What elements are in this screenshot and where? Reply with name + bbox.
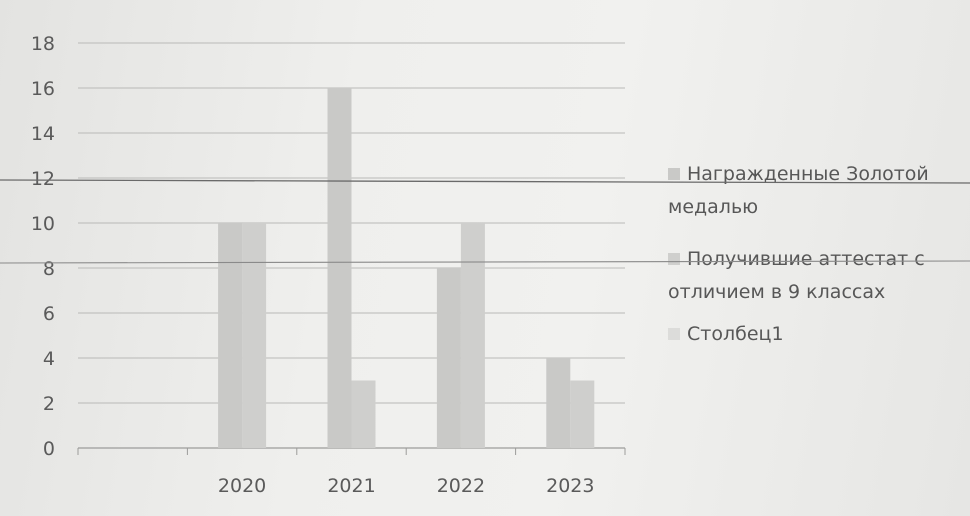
y-tick-label: 8 — [43, 258, 55, 280]
x-axis-tick-labels: 2020 2021 2022 2023 — [218, 475, 595, 497]
bar-gold-medal-2023 — [546, 358, 571, 448]
y-axis-tick-labels: 0 2 4 6 8 10 12 14 16 18 — [31, 33, 55, 460]
bar-honors-certificate-2020 — [242, 223, 267, 448]
y-tick-label: 12 — [31, 168, 55, 190]
y-tick-label: 18 — [31, 33, 55, 55]
legend-swatch — [668, 168, 680, 180]
bar-gold-medal-2020 — [218, 223, 243, 448]
legend-swatch — [668, 253, 680, 265]
bar-honors-certificate-2022 — [460, 223, 485, 448]
scan-line — [0, 260, 970, 264]
y-tick-label: 10 — [31, 213, 55, 235]
bar-gold-medal-2022 — [436, 268, 461, 448]
x-tick-label: 2021 — [327, 475, 375, 497]
y-tick-label: 2 — [43, 393, 55, 415]
scan-line — [0, 179, 970, 184]
y-tick-label: 4 — [43, 348, 55, 370]
x-tick-label: 2022 — [437, 475, 485, 497]
y-tick-label: 0 — [43, 438, 55, 460]
y-tick-label: 14 — [31, 123, 55, 145]
legend-label: Столбец1 — [687, 323, 784, 345]
legend: Награжденные Золотой медалью Получившие ат… — [668, 163, 929, 345]
bar-honors-certificate-2023 — [570, 380, 595, 448]
legend-label: отличием в 9 классах — [668, 281, 885, 303]
y-tick-label: 6 — [43, 303, 55, 325]
axes — [77, 447, 626, 455]
legend-label: Награжденные Золотой — [687, 163, 929, 185]
bar-gold-medal-2021 — [327, 88, 352, 448]
legend-swatch — [668, 328, 680, 340]
y-tick-label: 16 — [31, 78, 55, 100]
bar-honors-certificate-2021 — [351, 380, 376, 448]
legend-label: Получившие аттестат с — [687, 248, 925, 270]
x-tick-label: 2020 — [218, 475, 266, 497]
legend-label: медалью — [668, 196, 758, 218]
bars — [218, 88, 595, 448]
x-tick-label: 2023 — [546, 475, 594, 497]
